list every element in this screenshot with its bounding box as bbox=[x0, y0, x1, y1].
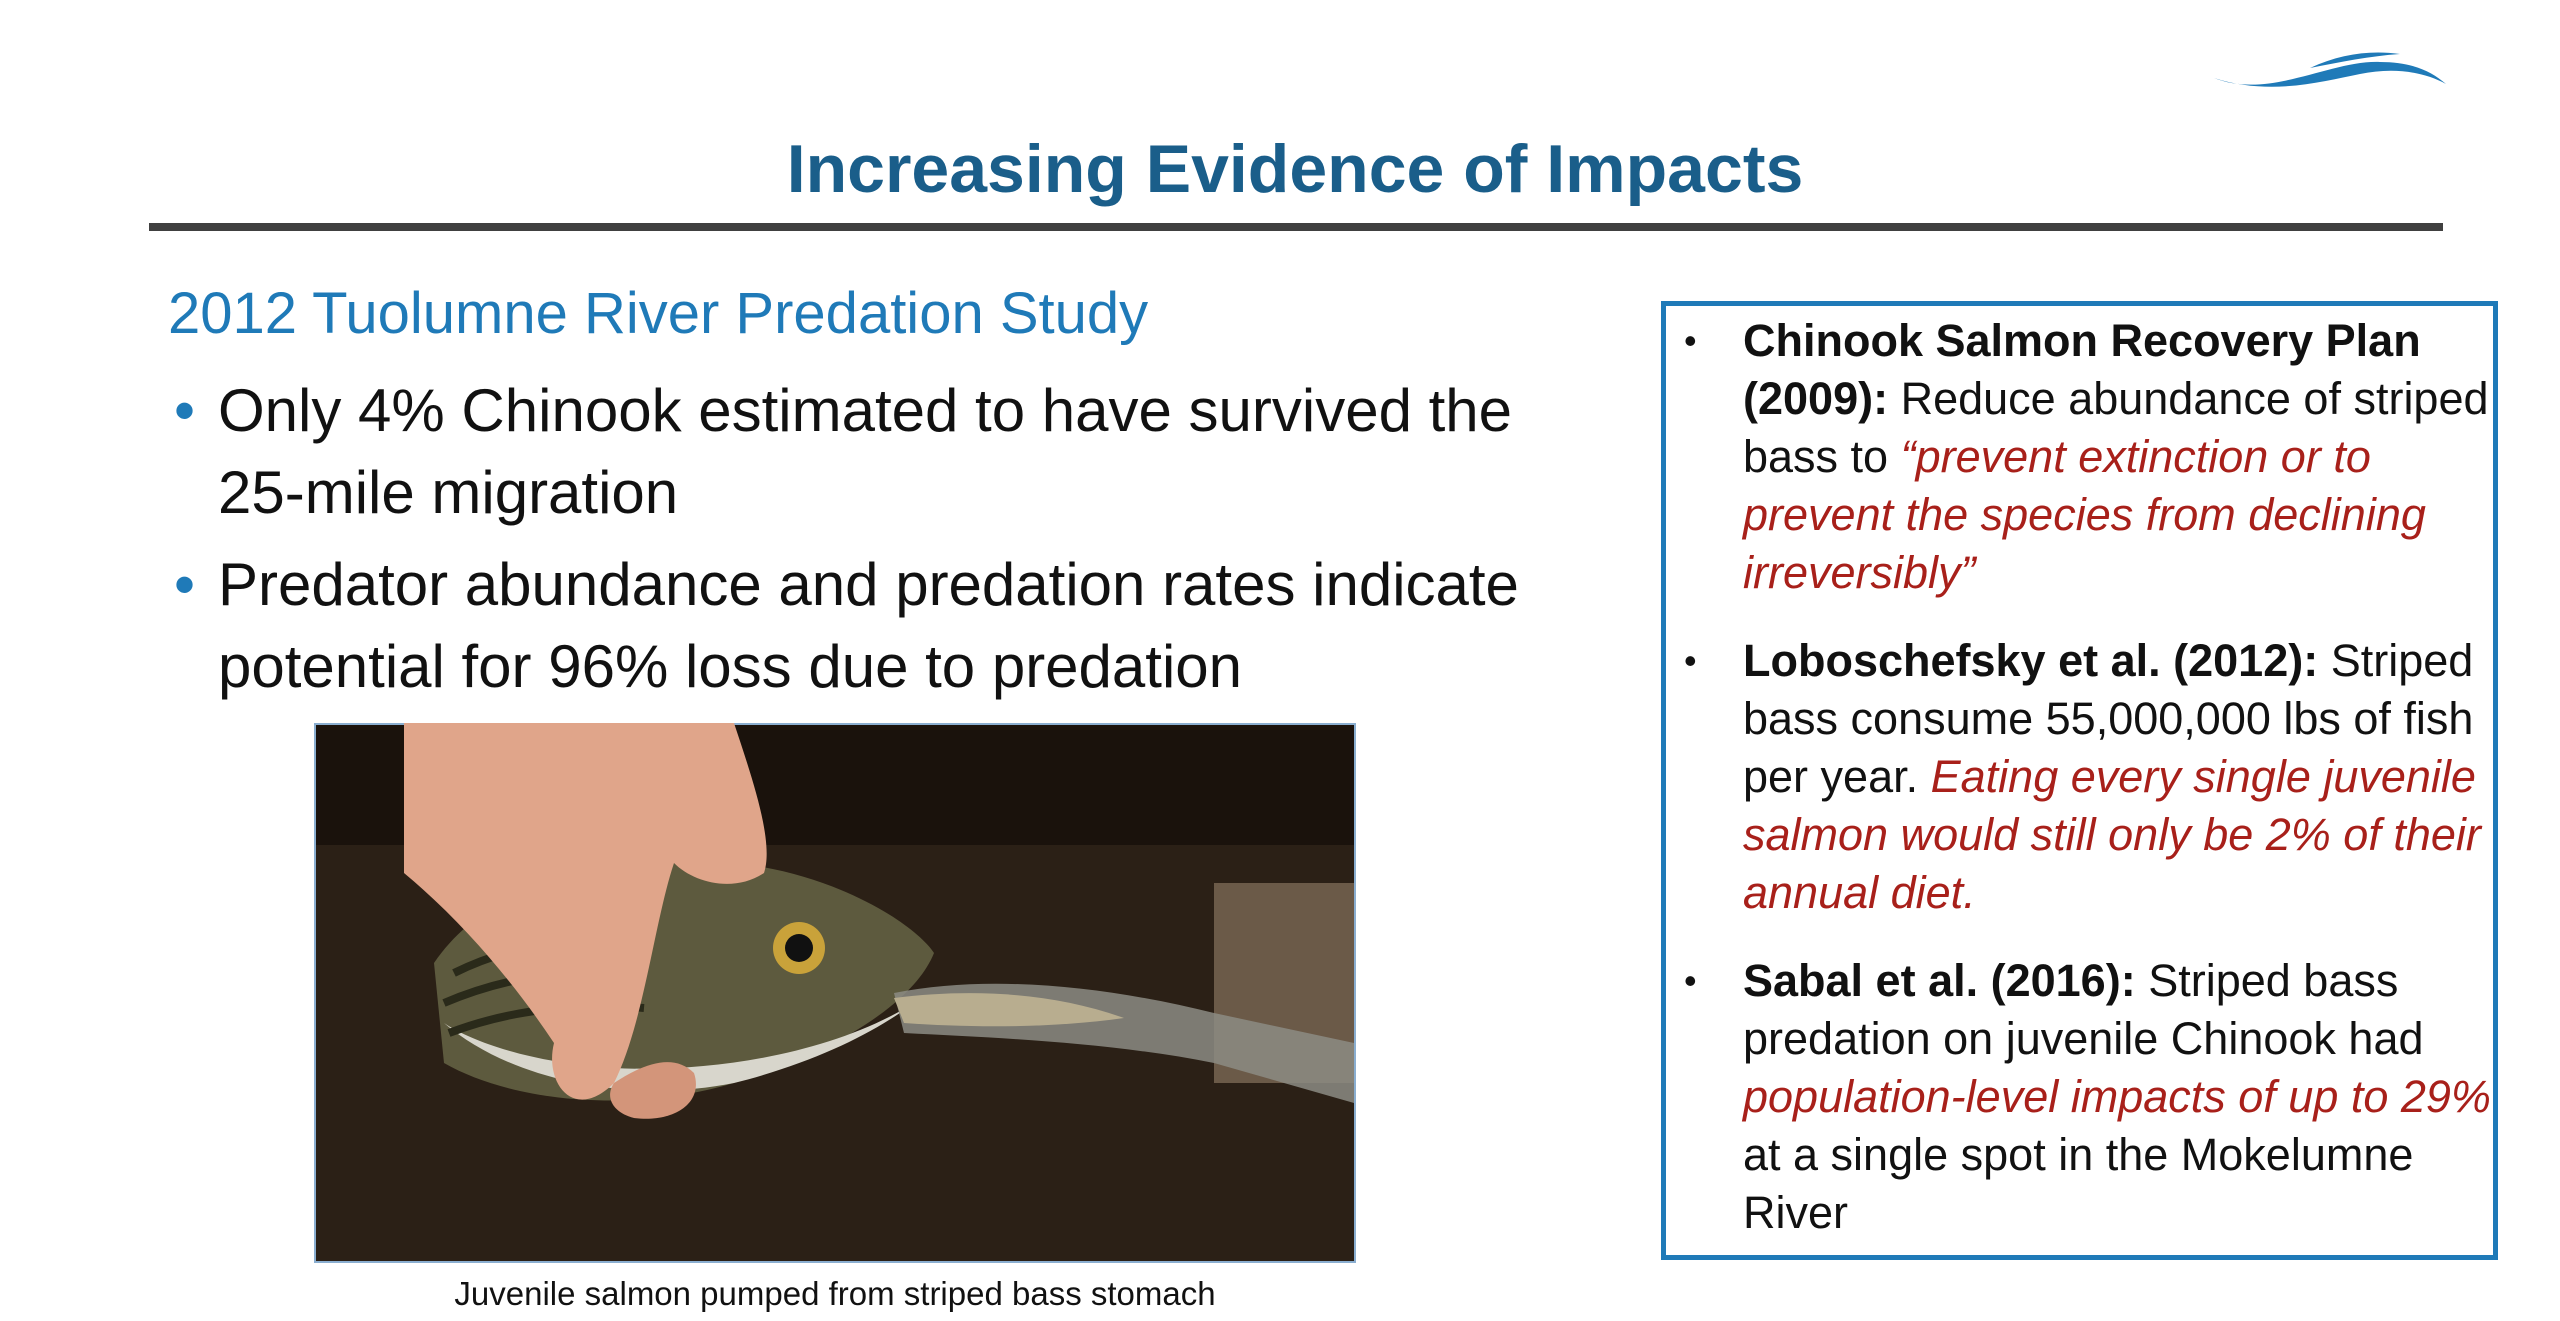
item-quote: “prevent extinction or to prevent the sp… bbox=[1743, 431, 2426, 598]
item-quote: population-level impacts of up to 29% bbox=[1743, 1071, 2491, 1122]
bullet: Only 4% Chinook estimated to have surviv… bbox=[168, 370, 1588, 534]
bullet: Predator abundance and predation rates i… bbox=[168, 544, 1588, 708]
photo-caption: Juvenile salmon pumped from striped bass… bbox=[454, 1275, 1216, 1312]
sidebar-list: Chinook Salmon Recovery Plan (2009): Red… bbox=[1680, 312, 2510, 1272]
photo bbox=[314, 723, 1356, 1263]
item-lead: Loboschefsky et al. (2012): bbox=[1743, 635, 2319, 686]
subtitle: 2012 Tuolumne River Predation Study bbox=[168, 281, 1149, 346]
item-lead: Chinook Salmon Recovery Plan (2009): bbox=[1743, 315, 2421, 424]
logo bbox=[2214, 52, 2446, 87]
item-text: at a single spot in the Mokelumne River bbox=[1743, 1129, 2414, 1238]
title-rule bbox=[149, 223, 2443, 231]
item-quote: Eating every single juvenile salmon woul… bbox=[1743, 751, 2481, 918]
sidebar-item: Sabal et al. (2016): Striped bass predat… bbox=[1680, 952, 2510, 1242]
sidebar-item: Loboschefsky et al. (2012): Striped bass… bbox=[1680, 632, 2510, 922]
item-text: Striped bass consume 55,000,000 lbs of f… bbox=[1743, 635, 2474, 802]
slide-title: Increasing Evidence of Impacts bbox=[786, 131, 1804, 207]
sidebar-item: Chinook Salmon Recovery Plan (2009): Red… bbox=[1680, 312, 2510, 602]
item-lead: Sabal et al. (2016): bbox=[1743, 955, 2136, 1006]
item-text: Reduce abundance of striped bass to bbox=[1743, 373, 2489, 482]
item-text: Striped bass predation on juvenile Chino… bbox=[1743, 955, 2424, 1064]
bullet-list: Only 4% Chinook estimated to have surviv… bbox=[168, 370, 1588, 718]
